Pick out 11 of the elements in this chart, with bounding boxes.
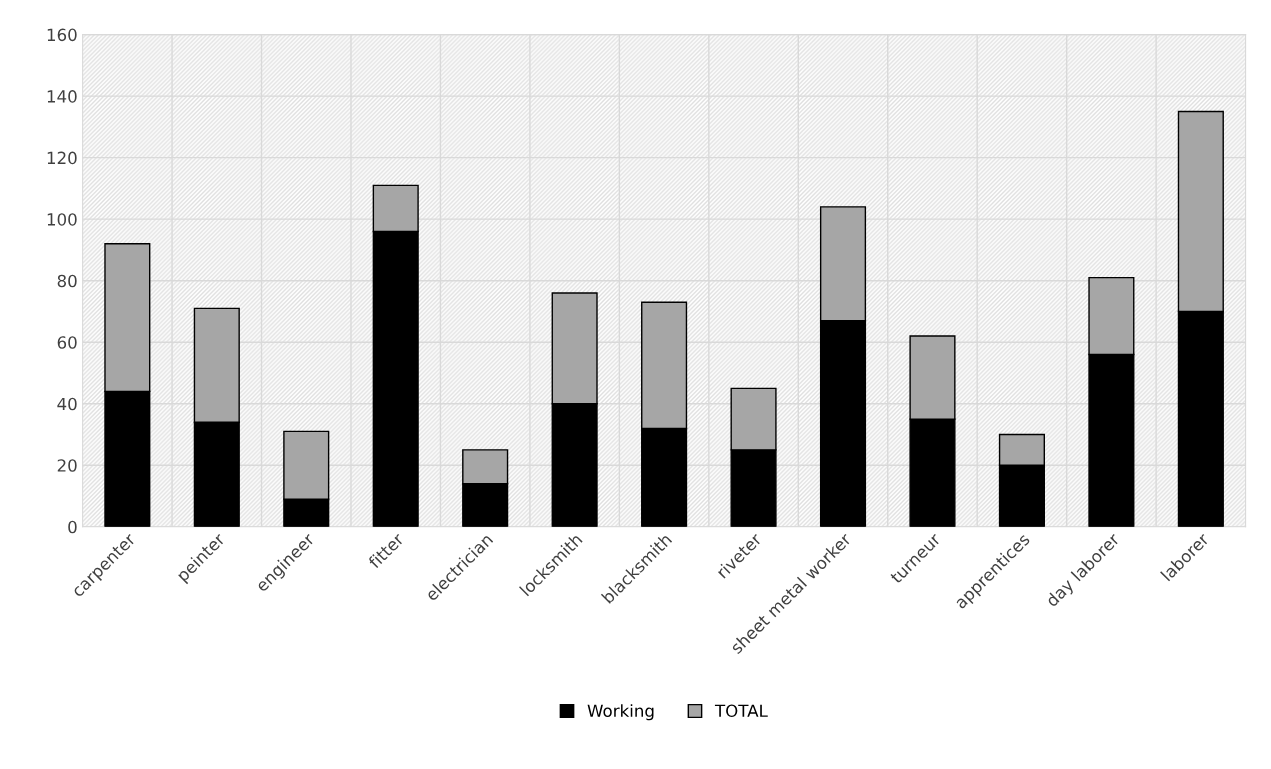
y-tick-label: 100 xyxy=(47,213,77,226)
y-tick-label: 60 xyxy=(57,336,77,349)
y-tick-label: 20 xyxy=(57,459,77,472)
y-tick-label: 80 xyxy=(57,274,77,288)
y-tick-label: 120 xyxy=(47,151,77,165)
y-tick-label: 0 xyxy=(68,520,77,534)
legend-label: TOTAL xyxy=(714,704,768,718)
y-tick-label: 140 xyxy=(47,90,77,103)
y-tick-label: 40 xyxy=(57,397,77,411)
y-tick-label: 160 xyxy=(47,28,77,42)
legend-label: Working xyxy=(587,704,654,721)
